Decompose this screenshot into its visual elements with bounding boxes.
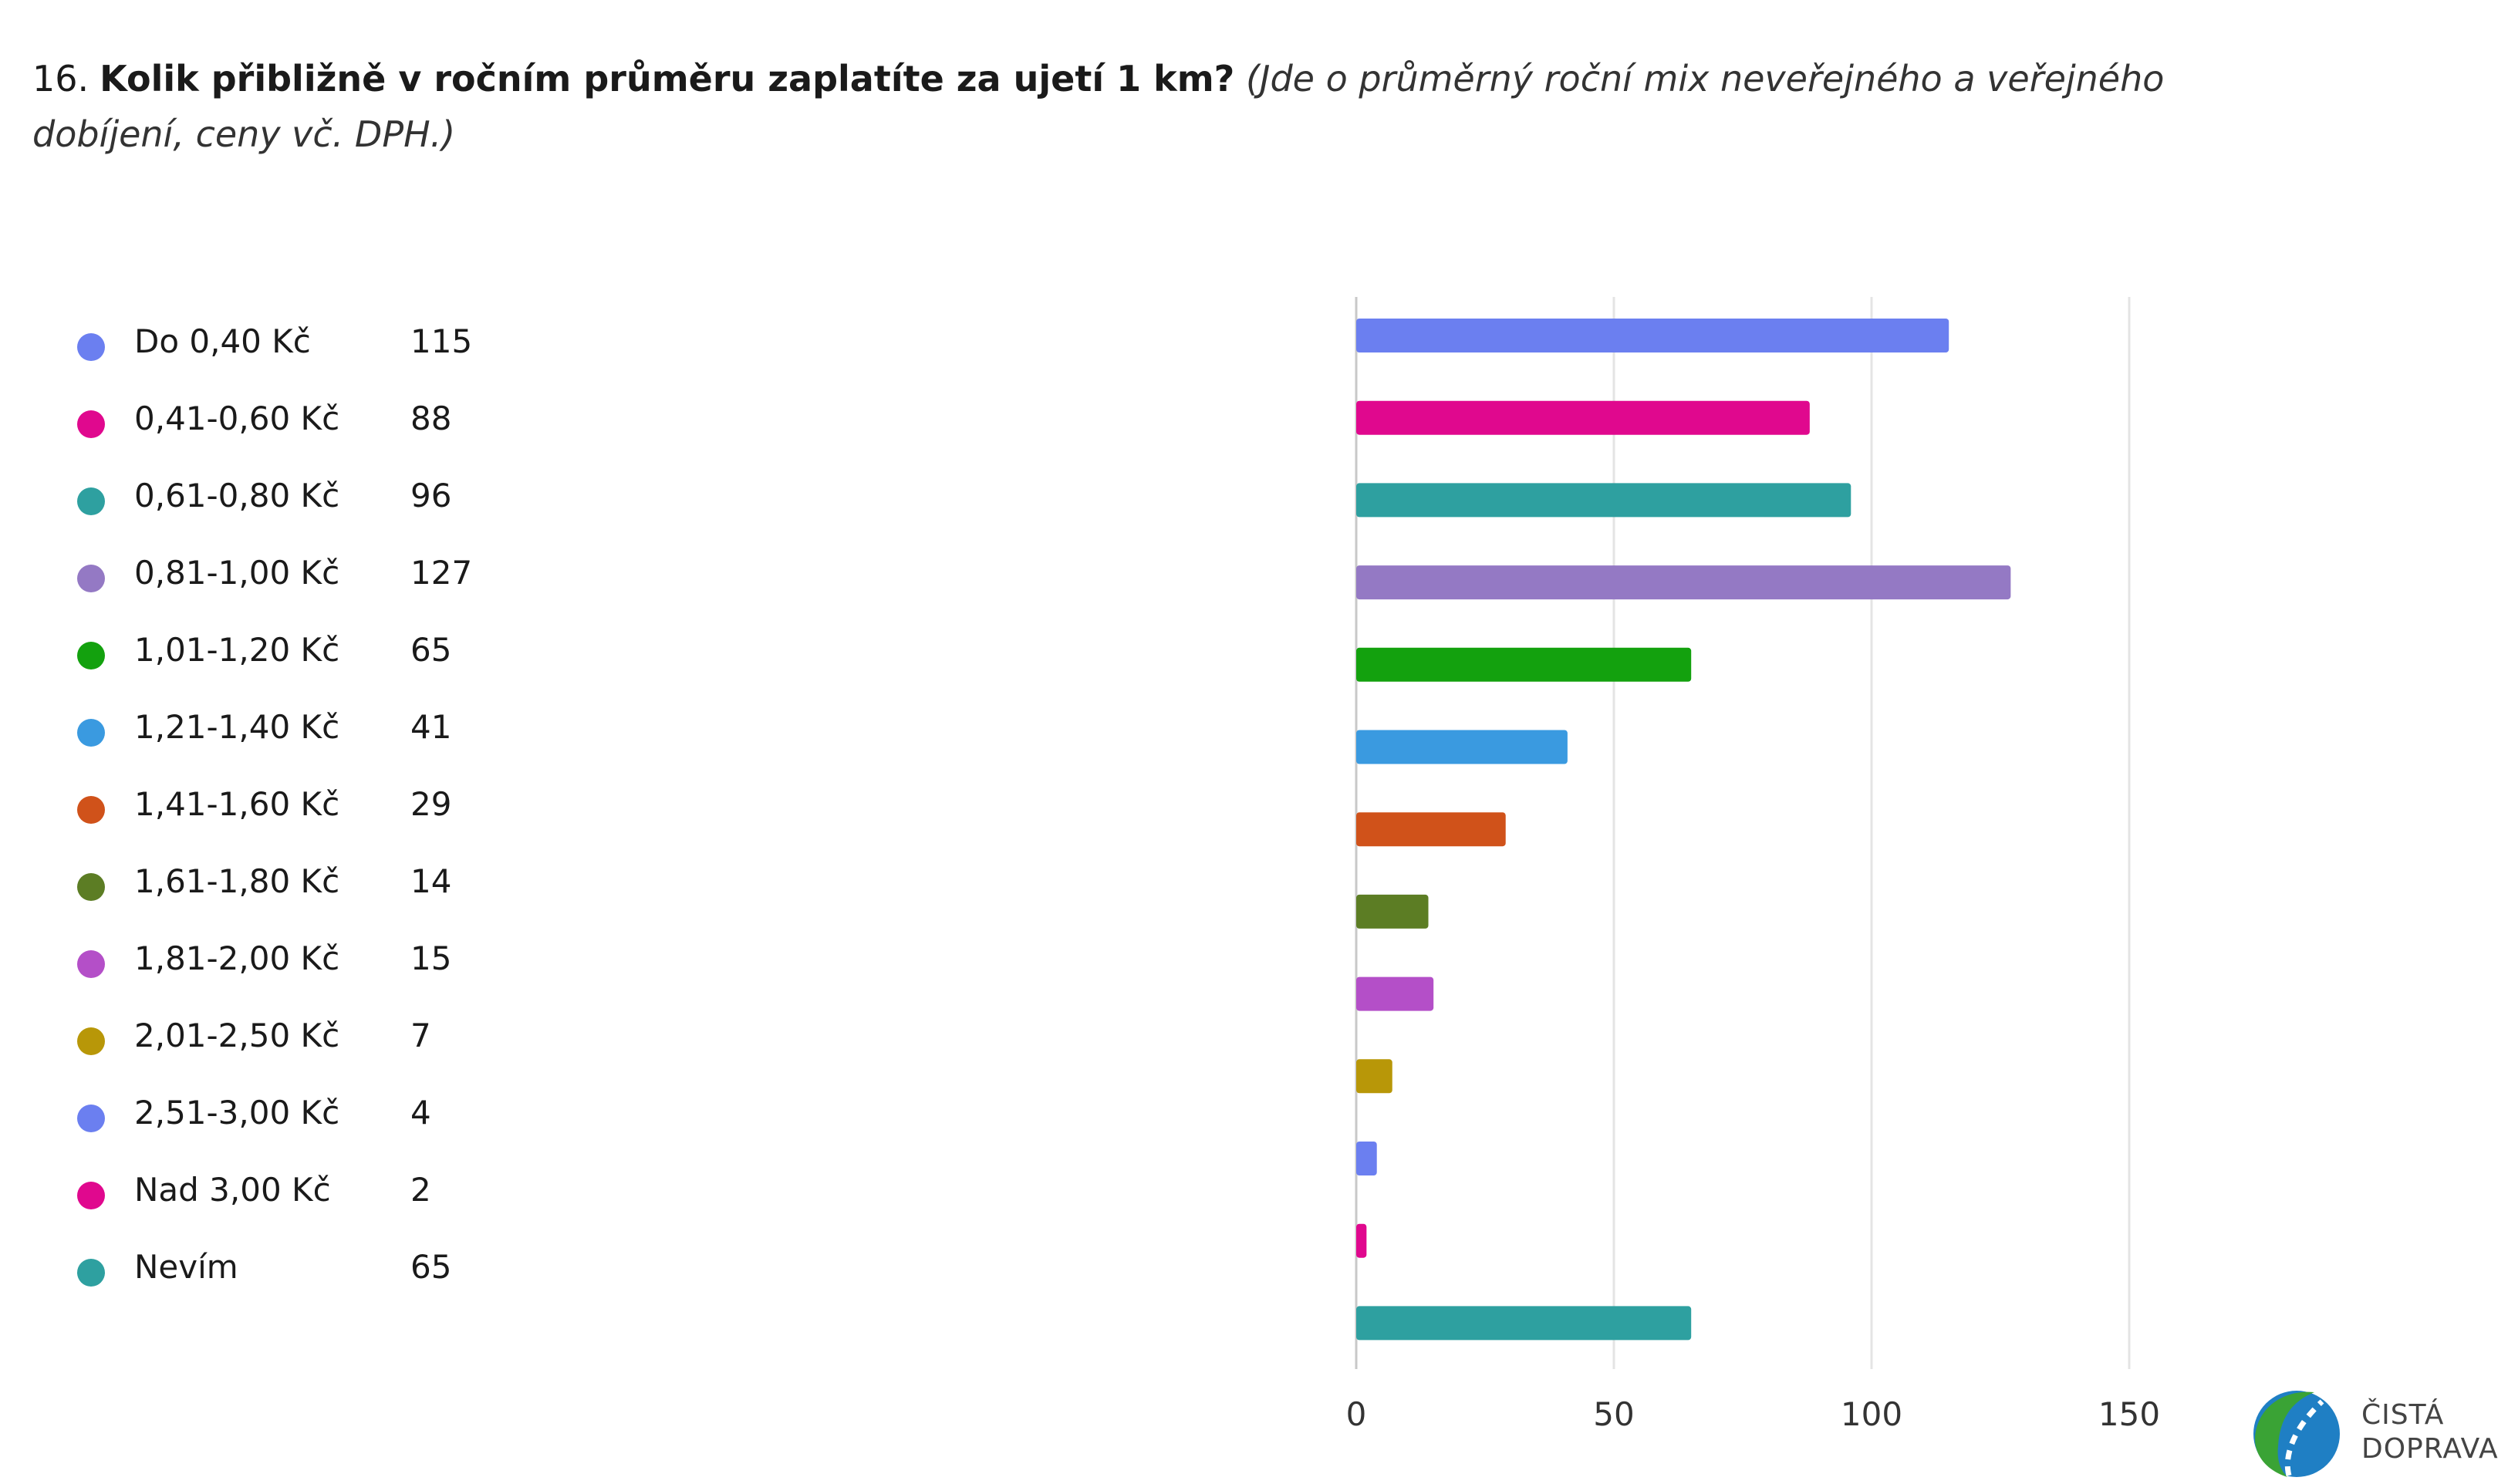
legend-dot (77, 1105, 105, 1132)
legend-item: 0,41-0,60 Kč 88 (77, 386, 509, 463)
x-tick-label: 0 (1346, 1395, 1367, 1433)
legend-item: Nevím 65 (77, 1234, 509, 1311)
bar (1356, 400, 1810, 435)
legend-count: 15 (410, 939, 452, 977)
legend-dot (77, 565, 105, 592)
legend-dot (77, 719, 105, 747)
leaf-road-logo-icon (2253, 1391, 2340, 1477)
logo-line1: ČISTÁ (2361, 1399, 2445, 1431)
bar (1356, 1223, 1367, 1258)
legend-count: 88 (410, 400, 452, 437)
legend-dot (77, 642, 105, 669)
bar (1356, 319, 1949, 352)
legend-label: 1,21-1,40 Kč (134, 708, 340, 746)
legend-label: 0,81-1,00 Kč (134, 554, 340, 592)
legend-item: 2,51-3,00 Kč 4 (77, 1080, 509, 1157)
legend-label: 1,61-1,80 Kč (134, 862, 340, 900)
legend-count: 2 (410, 1171, 431, 1209)
legend-count: 4 (410, 1094, 431, 1132)
legend-item: 2,01-2,50 Kč 7 (77, 1003, 509, 1080)
logo-line2: DOPRAVA (2361, 1433, 2499, 1465)
legend-dot (77, 1259, 105, 1287)
legend-label: Nad 3,00 Kč (134, 1171, 331, 1209)
x-tick-label: 150 (2098, 1395, 2160, 1433)
legend-count: 115 (410, 322, 473, 360)
legend-count: 65 (410, 1248, 452, 1286)
legend-dot (77, 796, 105, 824)
legend-label: 1,81-2,00 Kč (134, 939, 340, 977)
legend-item: 1,81-2,00 Kč 15 (77, 926, 509, 1003)
bar (1356, 976, 1434, 1011)
legend-label: 2,01-2,50 Kč (134, 1017, 340, 1054)
legend-label: 1,01-1,20 Kč (134, 631, 340, 669)
legend-count: 96 (410, 477, 452, 514)
legend-count: 7 (410, 1017, 431, 1054)
legend-label: Do 0,40 Kč (134, 322, 311, 360)
legend-count: 14 (410, 862, 452, 900)
logo-text: ČISTÁ DOPRAVA (2361, 1398, 2499, 1466)
legend-label: 2,51-3,00 Kč (134, 1094, 340, 1132)
legend-count: 65 (410, 631, 452, 669)
question: 16. Kolik přibližně v ročním průměru zapl… (32, 51, 2270, 162)
bar (1356, 1306, 1692, 1341)
legend-item: Nad 3,00 Kč 2 (77, 1157, 509, 1234)
bar (1356, 483, 1851, 518)
question-hint: (Jde o průměrný roční mix neveřejného a … (32, 58, 2165, 155)
bar (1356, 647, 1692, 682)
bar (1356, 812, 1506, 847)
legend-count: 127 (410, 554, 473, 592)
legend-dot (77, 873, 105, 901)
legend-dot (77, 487, 105, 515)
bar (1356, 894, 1429, 929)
bar (1356, 1142, 1377, 1175)
legend-item: Do 0,40 Kč 115 (77, 309, 509, 386)
question-number: 16. (32, 58, 89, 99)
legend-label: 1,41-1,60 Kč (134, 785, 340, 823)
legend-dot (77, 410, 105, 438)
legend-item: 0,81-1,00 Kč 127 (77, 540, 509, 617)
bar (1356, 730, 1568, 764)
x-tick-label: 100 (1841, 1395, 1902, 1433)
legend-item: 1,61-1,80 Kč 14 (77, 848, 509, 926)
legend-dot (77, 1182, 105, 1209)
x-tick-label: 50 (1593, 1395, 1634, 1433)
legend-item: 1,01-1,20 Kč 65 (77, 617, 509, 694)
legend-count: 29 (410, 785, 452, 823)
legend-count: 41 (410, 708, 452, 746)
logo: ČISTÁ DOPRAVA (2249, 1385, 2508, 1481)
legend-item: 1,21-1,40 Kč 41 (77, 694, 509, 771)
legend-dot (77, 333, 105, 361)
question-text: Kolik přibližně v ročním průměru zaplatí… (100, 58, 1235, 99)
legend-label: 0,41-0,60 Kč (134, 400, 340, 437)
legend-dot (77, 1027, 105, 1055)
legend-item: 1,41-1,60 Kč 29 (77, 771, 509, 848)
legend-dot (77, 950, 105, 978)
bar (1356, 1059, 1392, 1094)
legend-label: Nevím (134, 1248, 238, 1286)
bar (1356, 565, 2011, 600)
legend-item: 0,61-0,80 Kč 96 (77, 463, 509, 540)
legend-label: 0,61-0,80 Kč (134, 477, 340, 514)
